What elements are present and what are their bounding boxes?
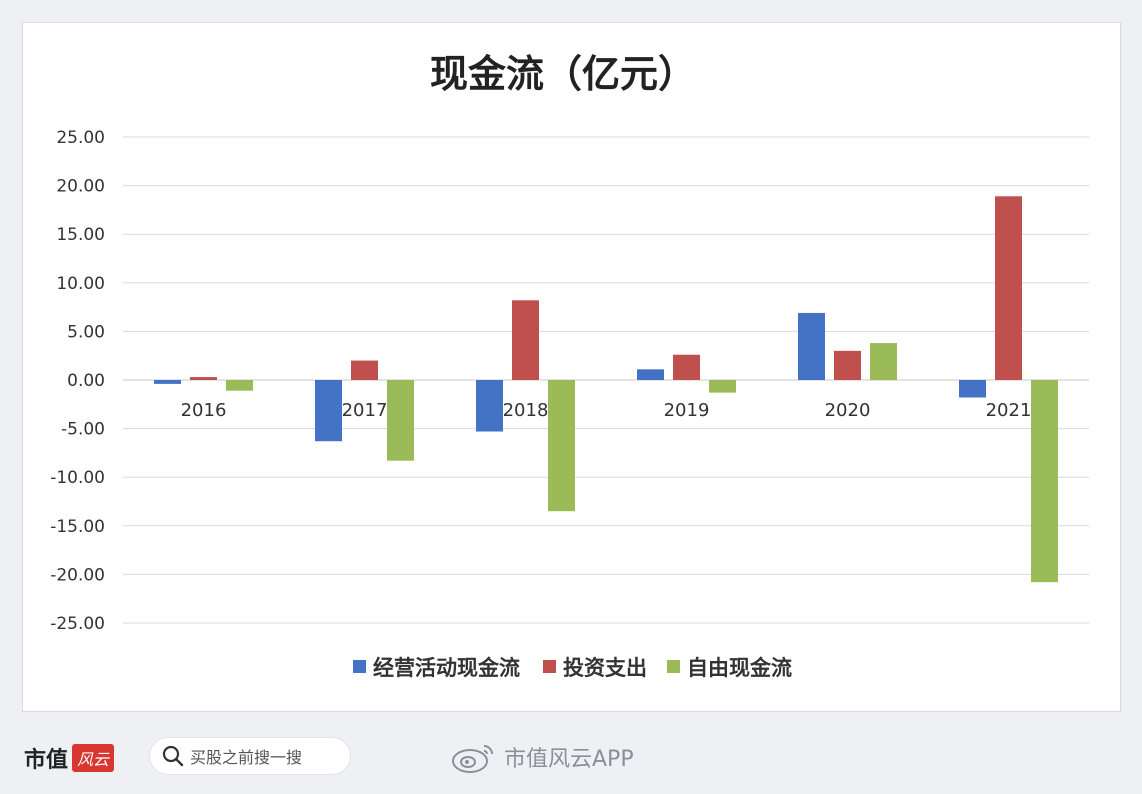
legend-swatch-3: [667, 660, 680, 673]
bar-2018-3: [548, 380, 575, 512]
bar-2021-3: [1031, 380, 1058, 583]
bar-2020-3: [870, 343, 897, 380]
brand-logo[interactable]: 市值 风云: [24, 742, 115, 774]
legend-label-3: 自由现金流: [687, 656, 792, 680]
weibo-account[interactable]: 市值风云APP: [450, 740, 634, 774]
bar-2017-1: [315, 380, 342, 442]
y-tick-label: -20.00: [50, 565, 105, 585]
weibo-icon: [452, 745, 493, 773]
brand-text: 市值: [24, 748, 69, 773]
brand-badge: 风云: [72, 744, 115, 772]
legend-swatch-1: [353, 660, 366, 673]
y-axis: 25.00 20.00 15.00 10.00 5.00 0.00 -5.00 -10.00 -…: [50, 128, 105, 634]
bar-2016-3: [226, 380, 253, 391]
bar-2016-1: [154, 380, 181, 384]
y-tick-label: 20.00: [56, 177, 105, 197]
x-tick-label: 2019: [664, 400, 710, 421]
x-tick-label: 2021: [986, 400, 1032, 421]
y-tick-label: -5.00: [61, 420, 105, 440]
bar-2021-2: [995, 196, 1022, 380]
cash-flow-chart: 现金流（亿元） 25.00 20.00 15.00 10.00 5.00 0.00 -5.0…: [50, 52, 1089, 680]
y-tick-label: 5.00: [67, 322, 105, 342]
y-tick-label: -10.00: [50, 468, 105, 488]
bar-2019-1: [637, 369, 664, 380]
legend: 经营活动现金流 投资支出 自由现金流: [353, 656, 792, 680]
chart-title: 现金流（亿元）: [430, 52, 696, 96]
bar-2019-2: [673, 354, 700, 380]
chart-card: 现金流（亿元） 25.00 20.00 15.00 10.00 5.00 0.00 -5.0…: [22, 22, 1121, 712]
search-box[interactable]: 买股之前搜一搜: [150, 738, 350, 774]
legend-label-2: 投资支出: [563, 656, 647, 680]
x-tick-label: 2020: [825, 400, 871, 421]
x-tick-label: 2018: [503, 400, 549, 421]
search-icon: [162, 745, 184, 767]
y-tick-label: 15.00: [56, 225, 105, 245]
y-tick-label: 25.00: [56, 128, 105, 148]
grid-layer: [123, 136, 1089, 624]
x-tick-label: 2017: [342, 400, 388, 421]
bar-2017-2: [351, 360, 378, 380]
bar-2020-2: [834, 350, 861, 380]
y-tick-label: -15.00: [50, 517, 105, 537]
bar-2019-3: [709, 380, 736, 393]
bar-2018-2: [512, 300, 539, 380]
search-placeholder: 买股之前搜一搜: [190, 748, 303, 767]
footer: 市值 风云 买股之前搜一搜 市值风云APP: [0, 718, 1142, 794]
bar-2017-3: [387, 380, 414, 461]
y-tick-label: 0.00: [67, 371, 105, 391]
bars: [154, 196, 1058, 583]
bar-2018-1: [476, 380, 503, 432]
bar-2021-1: [959, 380, 986, 398]
bar-2020-1: [798, 312, 825, 380]
legend-label-1: 经营活动现金流: [373, 656, 520, 680]
weibo-handle: 市值风云APP: [504, 747, 634, 772]
y-tick-label: 10.00: [56, 274, 105, 294]
x-tick-label: 2016: [181, 400, 227, 421]
x-axis: 2016 2017 2018 2019 2020 2021: [181, 400, 1032, 421]
bar-2016-2: [190, 377, 217, 380]
legend-swatch-2: [543, 660, 556, 673]
y-tick-label: -25.00: [50, 614, 105, 634]
